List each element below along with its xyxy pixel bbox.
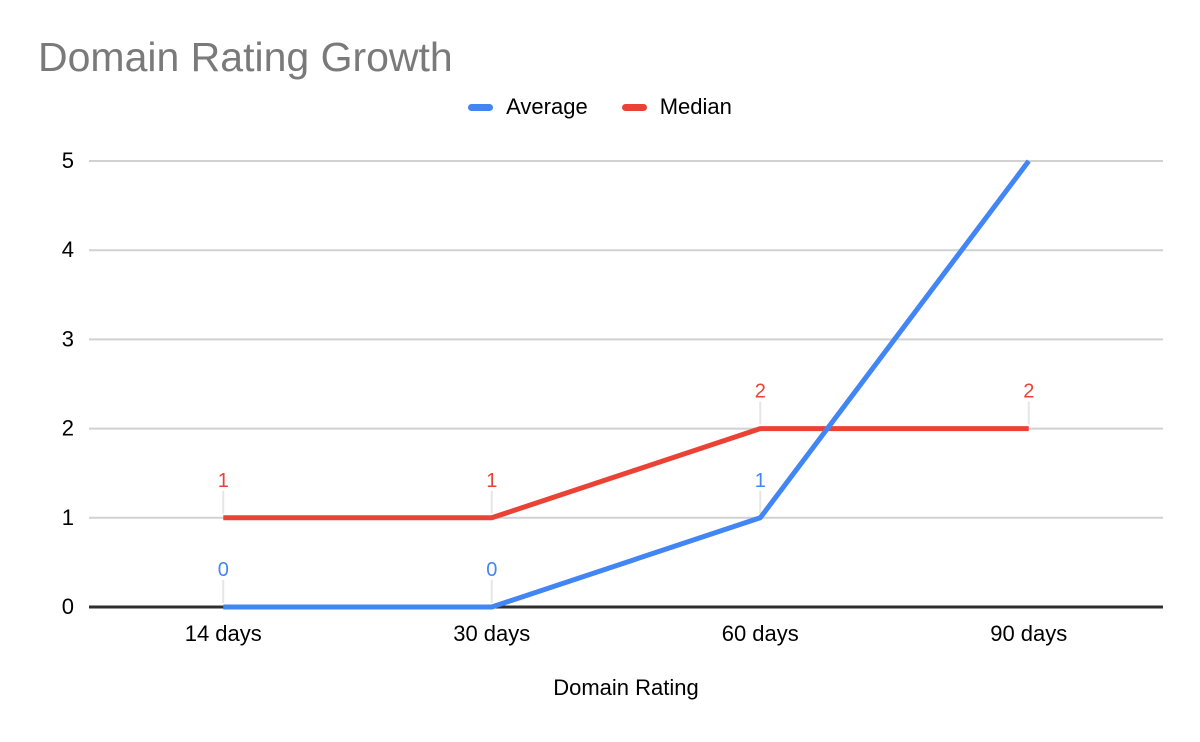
x-tick-label: 14 days xyxy=(185,621,262,646)
y-tick-label: 4 xyxy=(62,237,74,262)
data-label-average: 1 xyxy=(755,470,766,492)
x-axis-title: Domain Rating xyxy=(553,675,699,700)
x-tick-label: 60 days xyxy=(722,621,799,646)
y-tick-label: 5 xyxy=(62,148,74,173)
chart-title: Domain Rating Growth xyxy=(38,34,453,80)
y-tick-label: 0 xyxy=(62,594,74,619)
data-label-median: 2 xyxy=(755,381,766,403)
series-line-average xyxy=(223,159,1031,610)
legend-label-average: Average xyxy=(506,94,588,119)
data-label-average: 0 xyxy=(486,559,497,581)
legend-item-average: Average xyxy=(468,94,588,119)
x-tick-label: 90 days xyxy=(990,621,1067,646)
y-tick-label: 3 xyxy=(62,326,74,351)
legend-swatch-average xyxy=(468,103,494,111)
legend: Average Median xyxy=(0,94,1200,119)
series-line-median xyxy=(223,426,1029,521)
data-label-median: 2 xyxy=(1023,381,1034,403)
legend-item-median: Median xyxy=(621,94,732,119)
data-label-median: 1 xyxy=(486,470,497,492)
y-tick-label: 2 xyxy=(62,416,74,441)
x-tick-label: 30 days xyxy=(453,621,530,646)
legend-swatch-median xyxy=(621,103,647,111)
data-label-average: 0 xyxy=(218,559,229,581)
data-label-median: 1 xyxy=(218,470,229,492)
y-tick-label: 1 xyxy=(62,505,74,530)
legend-label-median: Median xyxy=(659,94,732,119)
